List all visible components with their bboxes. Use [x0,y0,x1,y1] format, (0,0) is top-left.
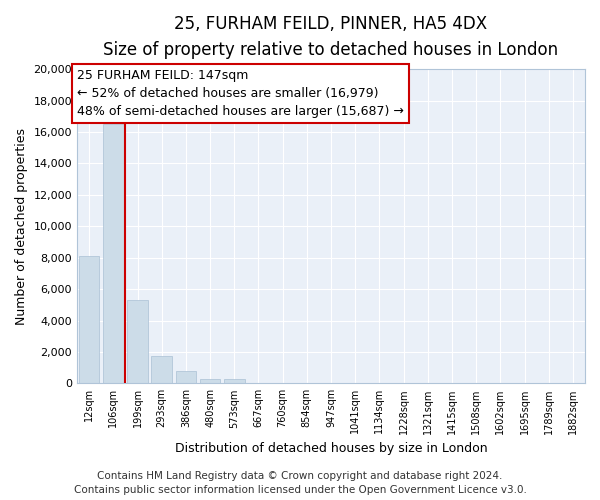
Text: 25 FURHAM FEILD: 147sqm
← 52% of detached houses are smaller (16,979)
48% of sem: 25 FURHAM FEILD: 147sqm ← 52% of detache… [77,70,404,118]
Bar [200,378,220,384]
Bar [151,356,172,384]
Bar [103,124,124,384]
X-axis label: Distribution of detached houses by size in London: Distribution of detached houses by size … [175,442,487,455]
Y-axis label: Number of detached properties: Number of detached properties [15,128,28,325]
Bar [127,300,148,384]
Bar [176,370,196,384]
Title: 25, FURHAM FEILD, PINNER, HA5 4DX
Size of property relative to detached houses i: 25, FURHAM FEILD, PINNER, HA5 4DX Size o… [103,15,559,60]
Bar [224,380,245,384]
Bar [79,256,100,384]
Text: Contains HM Land Registry data © Crown copyright and database right 2024.
Contai: Contains HM Land Registry data © Crown c… [74,471,526,495]
